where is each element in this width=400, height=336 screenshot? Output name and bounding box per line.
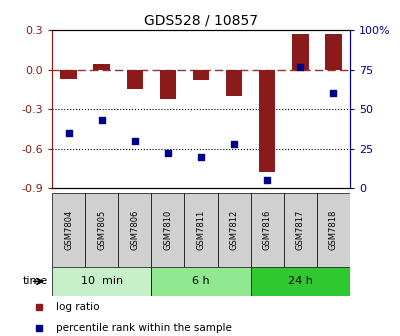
Bar [151,267,251,296]
Bar [184,193,218,267]
Point [165,151,171,156]
Text: 6 h: 6 h [192,277,210,286]
Text: GSM7811: GSM7811 [196,210,206,250]
Title: GDS528 / 10857: GDS528 / 10857 [144,14,258,28]
Text: log ratio: log ratio [56,302,99,312]
Bar [193,70,209,80]
Text: GSM7816: GSM7816 [263,210,272,250]
Bar [160,70,176,99]
Text: GSM7817: GSM7817 [296,210,305,250]
Point [98,118,105,123]
Bar [292,34,309,70]
Text: 24 h: 24 h [288,277,313,286]
Point [132,138,138,143]
Bar [284,193,317,267]
Text: GSM7818: GSM7818 [329,210,338,250]
Point [65,130,72,136]
Text: GSM7805: GSM7805 [97,210,106,250]
Bar [52,267,151,296]
Text: GSM7806: GSM7806 [130,210,139,250]
Text: GSM7812: GSM7812 [230,210,239,250]
Bar [226,70,242,96]
Bar [118,193,151,267]
Text: percentile rank within the sample: percentile rank within the sample [56,323,232,333]
Bar [52,193,85,267]
Bar [151,193,184,267]
Bar [218,193,251,267]
Text: GSM7804: GSM7804 [64,210,73,250]
Bar [126,70,143,89]
Point [297,64,304,69]
Point [231,141,237,146]
Bar [85,193,118,267]
Bar [259,70,276,172]
Point [264,178,270,183]
Bar [325,34,342,70]
Point [330,91,337,96]
Point [198,154,204,159]
Bar [251,193,284,267]
Bar [317,193,350,267]
Bar [93,65,110,70]
Text: 10  min: 10 min [81,277,123,286]
Text: GSM7810: GSM7810 [163,210,172,250]
Bar [60,70,77,79]
Text: time: time [23,277,48,286]
Bar [251,267,350,296]
